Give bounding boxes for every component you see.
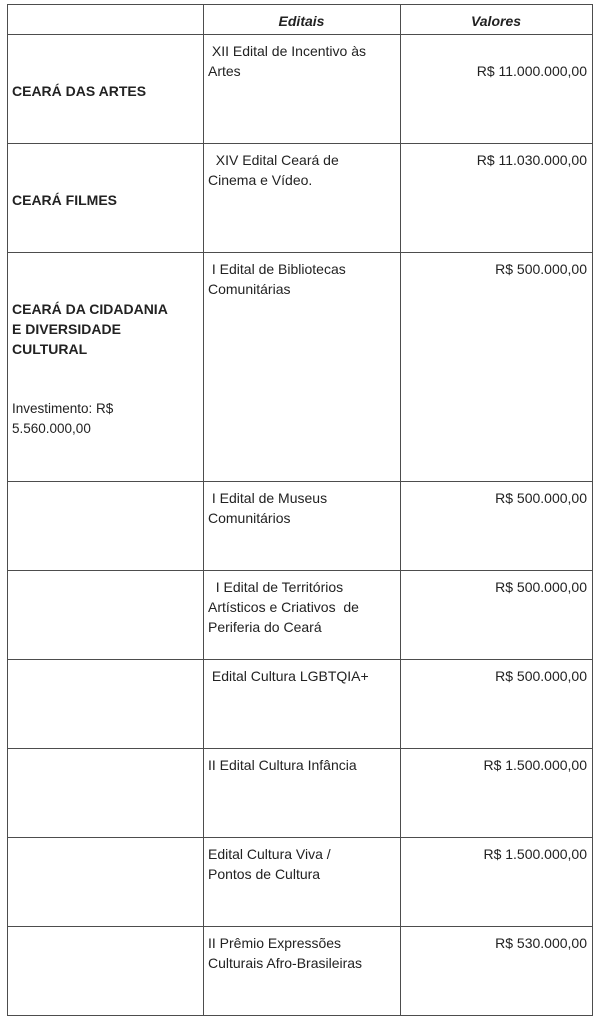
header-editais: Editais xyxy=(203,4,401,35)
category-label: CEARÁ FILMES xyxy=(12,192,117,208)
header-row: Editais Valores xyxy=(7,4,593,35)
valor-cell: R$ 500.000,00 xyxy=(400,659,593,749)
category-label: CEARÁ DAS ARTES xyxy=(12,83,147,99)
valor-cell: R$ 11.000.000,00 xyxy=(400,34,593,144)
table-row-ceara-cidadania: CEARÁ DA CIDADANIA E DIVERSIDADE CULTURA… xyxy=(7,252,593,482)
edital-cell: I Edital de Territórios Artísticos e Cri… xyxy=(203,570,401,660)
valor-cell: R$ 11.030.000,00 xyxy=(400,143,593,253)
edital-cell: I Edital de Bibliotecas Comunitárias xyxy=(203,252,401,482)
edital-cell: Edital Cultura LGBTQIA+ xyxy=(203,659,401,749)
category-cell: CEARÁ DA CIDADANIA E DIVERSIDADE CULTURA… xyxy=(7,252,204,482)
category-cell xyxy=(7,570,204,660)
valor-cell: R$ 530.000,00 xyxy=(400,926,593,1016)
header-valores: Valores xyxy=(400,4,593,35)
category-cell xyxy=(7,659,204,749)
category-cell: CEARÁ FILMES xyxy=(7,143,204,253)
category-cell xyxy=(7,837,204,927)
valor-cell: R$ 500.000,00 xyxy=(400,252,593,482)
edital-cell: XIV Edital Ceará de Cinema e Vídeo. xyxy=(203,143,401,253)
valor-cell: R$ 500.000,00 xyxy=(400,570,593,660)
category-cell xyxy=(7,926,204,1016)
table-row-ceara-filmes: CEARÁ FILMES XIV Edital Ceará de Cinema … xyxy=(7,143,593,253)
valor-cell: R$ 500.000,00 xyxy=(400,481,593,571)
budget-table: Editais Valores CEARÁ DAS ARTES XII Edit… xyxy=(7,4,593,1016)
table-row-infancia: II Edital Cultura Infância R$ 1.500.000,… xyxy=(7,748,593,838)
edital-cell: I Edital de Museus Comunitários xyxy=(203,481,401,571)
category-label: CEARÁ DA CIDADANIA E DIVERSIDADE CULTURA… xyxy=(12,301,168,357)
valor-cell: R$ 1.500.000,00 xyxy=(400,837,593,927)
category-investment-note: Investimento: R$ 5.560.000,00 xyxy=(12,401,114,436)
header-empty-cell xyxy=(7,4,204,35)
edital-cell: II Prêmio Expressões Culturais Afro-Bras… xyxy=(203,926,401,1016)
category-cell xyxy=(7,481,204,571)
edital-cell: XII Edital de Incentivo às Artes xyxy=(203,34,401,144)
edital-cell: II Edital Cultura Infância xyxy=(203,748,401,838)
edital-cell: Edital Cultura Viva / Pontos de Cultura xyxy=(203,837,401,927)
table-row-territorios: I Edital de Territórios Artísticos e Cri… xyxy=(7,570,593,660)
table-row-expressoes-afro: II Prêmio Expressões Culturais Afro-Bras… xyxy=(7,926,593,1016)
table-row-museus: I Edital de Museus Comunitários R$ 500.0… xyxy=(7,481,593,571)
category-cell xyxy=(7,748,204,838)
table-row-cultura-viva: Edital Cultura Viva / Pontos de Cultura … xyxy=(7,837,593,927)
category-cell: CEARÁ DAS ARTES xyxy=(7,34,204,144)
table-row-lgbtqia: Edital Cultura LGBTQIA+ R$ 500.000,00 xyxy=(7,659,593,749)
valor-cell: R$ 1.500.000,00 xyxy=(400,748,593,838)
page: { "table": { "headers": { "empty": "", "… xyxy=(0,4,600,1016)
table-row-ceara-das-artes: CEARÁ DAS ARTES XII Edital de Incentivo … xyxy=(7,34,593,144)
